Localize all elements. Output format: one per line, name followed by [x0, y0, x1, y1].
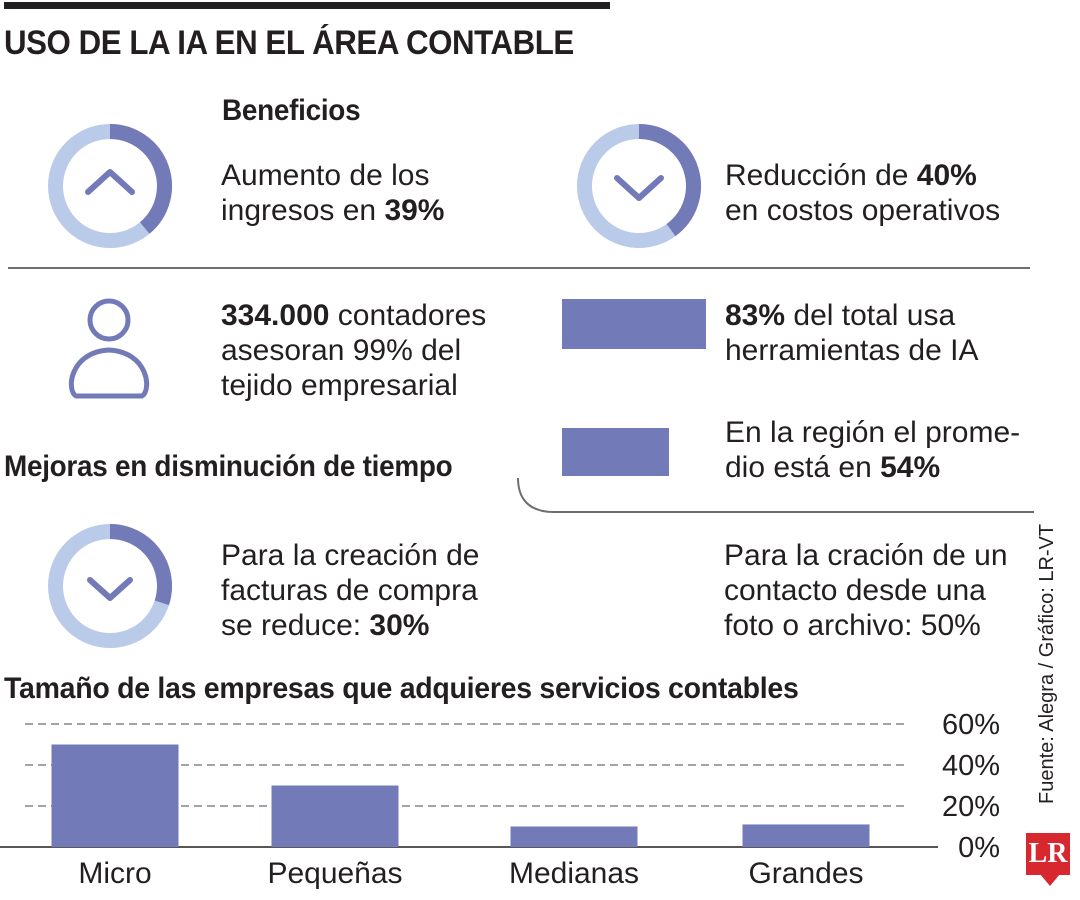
- bar: [271, 785, 399, 847]
- income-ring: [48, 124, 172, 248]
- contacts-line2: contacto desde una: [724, 574, 986, 607]
- x-tick-label: Grandes: [748, 857, 863, 890]
- y-tick-label: 20%: [942, 791, 1000, 823]
- invoices-value: 30%: [369, 609, 430, 642]
- lr-logo: LR: [1026, 833, 1070, 875]
- chevron-up-icon: [85, 169, 135, 195]
- income-ring-arc: [109, 124, 172, 234]
- top-rule: [4, 2, 610, 9]
- bar: [51, 744, 179, 847]
- invoices-line1: Para la creación de: [221, 539, 480, 572]
- usage-line1-text: del total usa: [785, 299, 956, 332]
- chart-title: Tamaño de las empresas que adquieres ser…: [4, 672, 799, 705]
- person-icon: [68, 298, 150, 399]
- costs-line1: Reducción de 40%: [725, 158, 1000, 193]
- invoices-ring: [48, 524, 172, 648]
- accountants-text: 334.000 contadores asesoran 99% del teji…: [221, 298, 486, 403]
- x-tick-label: Micro: [78, 857, 151, 890]
- accountants-value: 334.000: [221, 299, 330, 332]
- costs-text: Reducción de 40% en costos operativos: [725, 158, 1000, 228]
- section-divider: [8, 267, 1030, 269]
- bar: [510, 826, 638, 847]
- lr-logo-tail: [1040, 874, 1060, 886]
- usage-text: 83% del total usa herramientas de IA: [725, 298, 978, 368]
- time-heading: Mejoras en disminución de tiempo: [4, 450, 453, 483]
- usage-line1: 83% del total usa: [725, 298, 978, 333]
- source-credit: Fuente: Alegra / Gráfico: LR-VT: [1036, 523, 1058, 804]
- chevron-down-icon: [614, 175, 664, 201]
- contacts-line3: foto o archivo: 50%: [724, 609, 981, 642]
- invoices-line3: se reduce: 30%: [221, 608, 480, 643]
- contacts-text: Para la cración de un contacto desde una…: [724, 538, 1008, 643]
- y-tick-label: 0%: [958, 832, 1000, 864]
- region-bracket: [517, 477, 1034, 513]
- x-tick-label: Medianas: [509, 857, 639, 890]
- invoices-line2: facturas de compra: [221, 574, 478, 607]
- usage-bar: [562, 299, 706, 349]
- income-line1: Aumento de los: [221, 159, 430, 192]
- accountants-line1-text: contadores: [329, 299, 487, 332]
- region-text: En la región el prome- dio está en 54%: [725, 415, 1020, 485]
- costs-ring-arc: [638, 124, 701, 237]
- invoices-ring-arc: [109, 524, 172, 606]
- region-line1: En la región el prome-: [725, 416, 1021, 449]
- accountants-line2: asesoran 99% del: [221, 334, 462, 367]
- income-line2: ingresos en 39%: [221, 193, 444, 228]
- company-size-chart: 0% 20% 40% 60% Micro Pequeñas Medianas Grandes: [0, 709, 1000, 890]
- benefits-heading: Beneficios: [222, 94, 361, 127]
- x-tick-label: Pequeñas: [267, 857, 402, 890]
- costs-value: 40%: [916, 159, 977, 192]
- chevron-down-icon: [87, 577, 133, 601]
- costs-ring: [577, 124, 701, 248]
- usage-value: 83%: [725, 299, 786, 332]
- page-title: USO DE LA IA EN EL ÁREA CONTABLE: [4, 24, 574, 62]
- income-value: 39%: [384, 194, 445, 227]
- invoices-text: Para la creación de facturas de compra s…: [221, 538, 480, 643]
- region-bracket-line: [517, 477, 1034, 513]
- income-line2-text: ingresos en: [221, 194, 385, 227]
- usage-line2: herramientas de IA: [725, 334, 979, 367]
- y-tick-label: 40%: [942, 750, 1000, 782]
- region-value: 54%: [880, 451, 941, 484]
- income-text: Aumento de los ingresos en 39%: [221, 158, 444, 228]
- costs-line2: en costos operativos: [725, 194, 1001, 227]
- contacts-line1: Para la cración de un: [724, 539, 1008, 572]
- person-head: [87, 298, 131, 342]
- accountants-line3: tejido empresarial: [221, 369, 458, 402]
- y-tick-label: 60%: [942, 709, 1000, 741]
- region-line2: dio está en 54%: [725, 450, 1020, 485]
- invoices-line3-text: se reduce:: [221, 609, 370, 642]
- region-line2-text: dio está en: [725, 451, 881, 484]
- bar: [742, 824, 870, 847]
- accountants-line1: 334.000 contadores: [221, 298, 486, 333]
- region-bar: [562, 428, 669, 476]
- person-body: [68, 347, 150, 399]
- costs-line1-text: Reducción de: [725, 159, 917, 192]
